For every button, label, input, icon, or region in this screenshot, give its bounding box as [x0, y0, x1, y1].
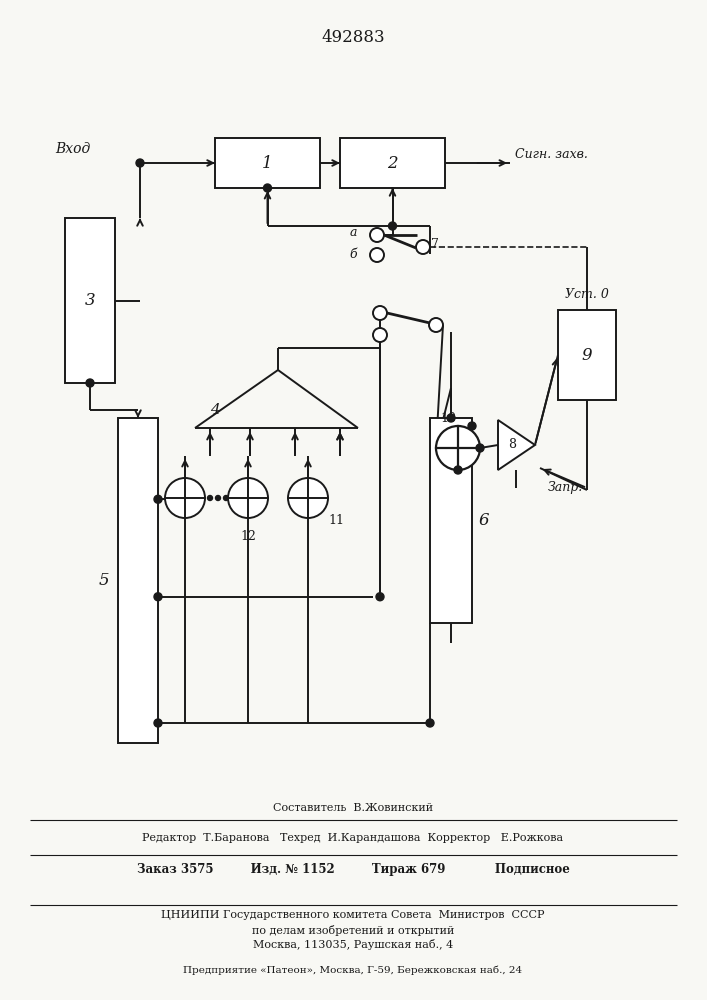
Text: Предприятие «Патеон», Москва, Г-59, Бережковская наб., 24: Предприятие «Патеон», Москва, Г-59, Бере… [183, 965, 522, 975]
Text: ЦНИИПИ Государственного комитета Совета  Министров  СССР: ЦНИИПИ Государственного комитета Совета … [161, 910, 545, 920]
Text: 492883: 492883 [321, 29, 385, 46]
Circle shape [165, 478, 205, 518]
Circle shape [376, 593, 384, 601]
Text: 12: 12 [240, 530, 256, 542]
Text: 5: 5 [99, 572, 110, 589]
Text: по делам изобретений и открытий: по делам изобретений и открытий [252, 924, 454, 936]
Text: Составитель  В.Жовинский: Составитель В.Жовинский [273, 803, 433, 813]
Bar [430, 418, 472, 623]
Bar [340, 138, 445, 188]
Text: 1: 1 [262, 154, 273, 172]
Circle shape [154, 719, 162, 727]
Text: 10: 10 [440, 412, 456, 424]
Circle shape [389, 222, 397, 230]
Circle shape [154, 593, 162, 601]
Text: Редактор  Т.Баранова   Техред  И.Карандашова  Корректор   Е.Рожкова: Редактор Т.Баранова Техред И.Карандашова… [142, 833, 563, 843]
Circle shape [288, 478, 328, 518]
Text: 7: 7 [431, 238, 439, 251]
Circle shape [207, 495, 213, 500]
Circle shape [373, 328, 387, 342]
Circle shape [373, 306, 387, 320]
Text: Уст. 0: Уст. 0 [565, 288, 609, 302]
Bar [65, 218, 115, 383]
Circle shape [454, 466, 462, 474]
Text: 2: 2 [387, 154, 398, 172]
Text: Сигн. захв.: Сигн. захв. [515, 148, 588, 161]
Circle shape [468, 422, 476, 430]
Circle shape [264, 184, 271, 192]
Circle shape [476, 444, 484, 452]
Circle shape [447, 414, 455, 422]
Text: 4: 4 [210, 403, 220, 417]
Circle shape [429, 318, 443, 332]
Circle shape [136, 159, 144, 167]
Text: Вход: Вход [55, 142, 90, 156]
Circle shape [370, 228, 384, 242]
Text: 11: 11 [328, 514, 344, 526]
Text: б: б [349, 248, 357, 261]
Circle shape [154, 495, 162, 503]
Text: Москва, 113035, Раушская наб., 4: Москва, 113035, Раушская наб., 4 [253, 940, 453, 950]
Text: 9: 9 [582, 347, 592, 363]
Circle shape [216, 495, 221, 500]
Circle shape [426, 719, 434, 727]
Circle shape [370, 248, 384, 262]
Circle shape [86, 379, 94, 387]
Text: Заказ 3575         Изд. № 1152         Тираж 679            Подписное: Заказ 3575 Изд. № 1152 Тираж 679 Подписн… [136, 863, 569, 876]
Text: 8: 8 [508, 438, 516, 452]
Text: 6: 6 [479, 512, 489, 529]
Text: Запр.: Запр. [548, 482, 583, 494]
Circle shape [416, 240, 430, 254]
Text: 3: 3 [85, 292, 95, 309]
Circle shape [228, 478, 268, 518]
Circle shape [436, 426, 480, 470]
Text: а: а [349, 227, 357, 239]
Bar [118, 418, 158, 743]
Circle shape [223, 495, 228, 500]
Bar [558, 310, 616, 400]
Polygon shape [498, 420, 535, 470]
Bar [215, 138, 320, 188]
